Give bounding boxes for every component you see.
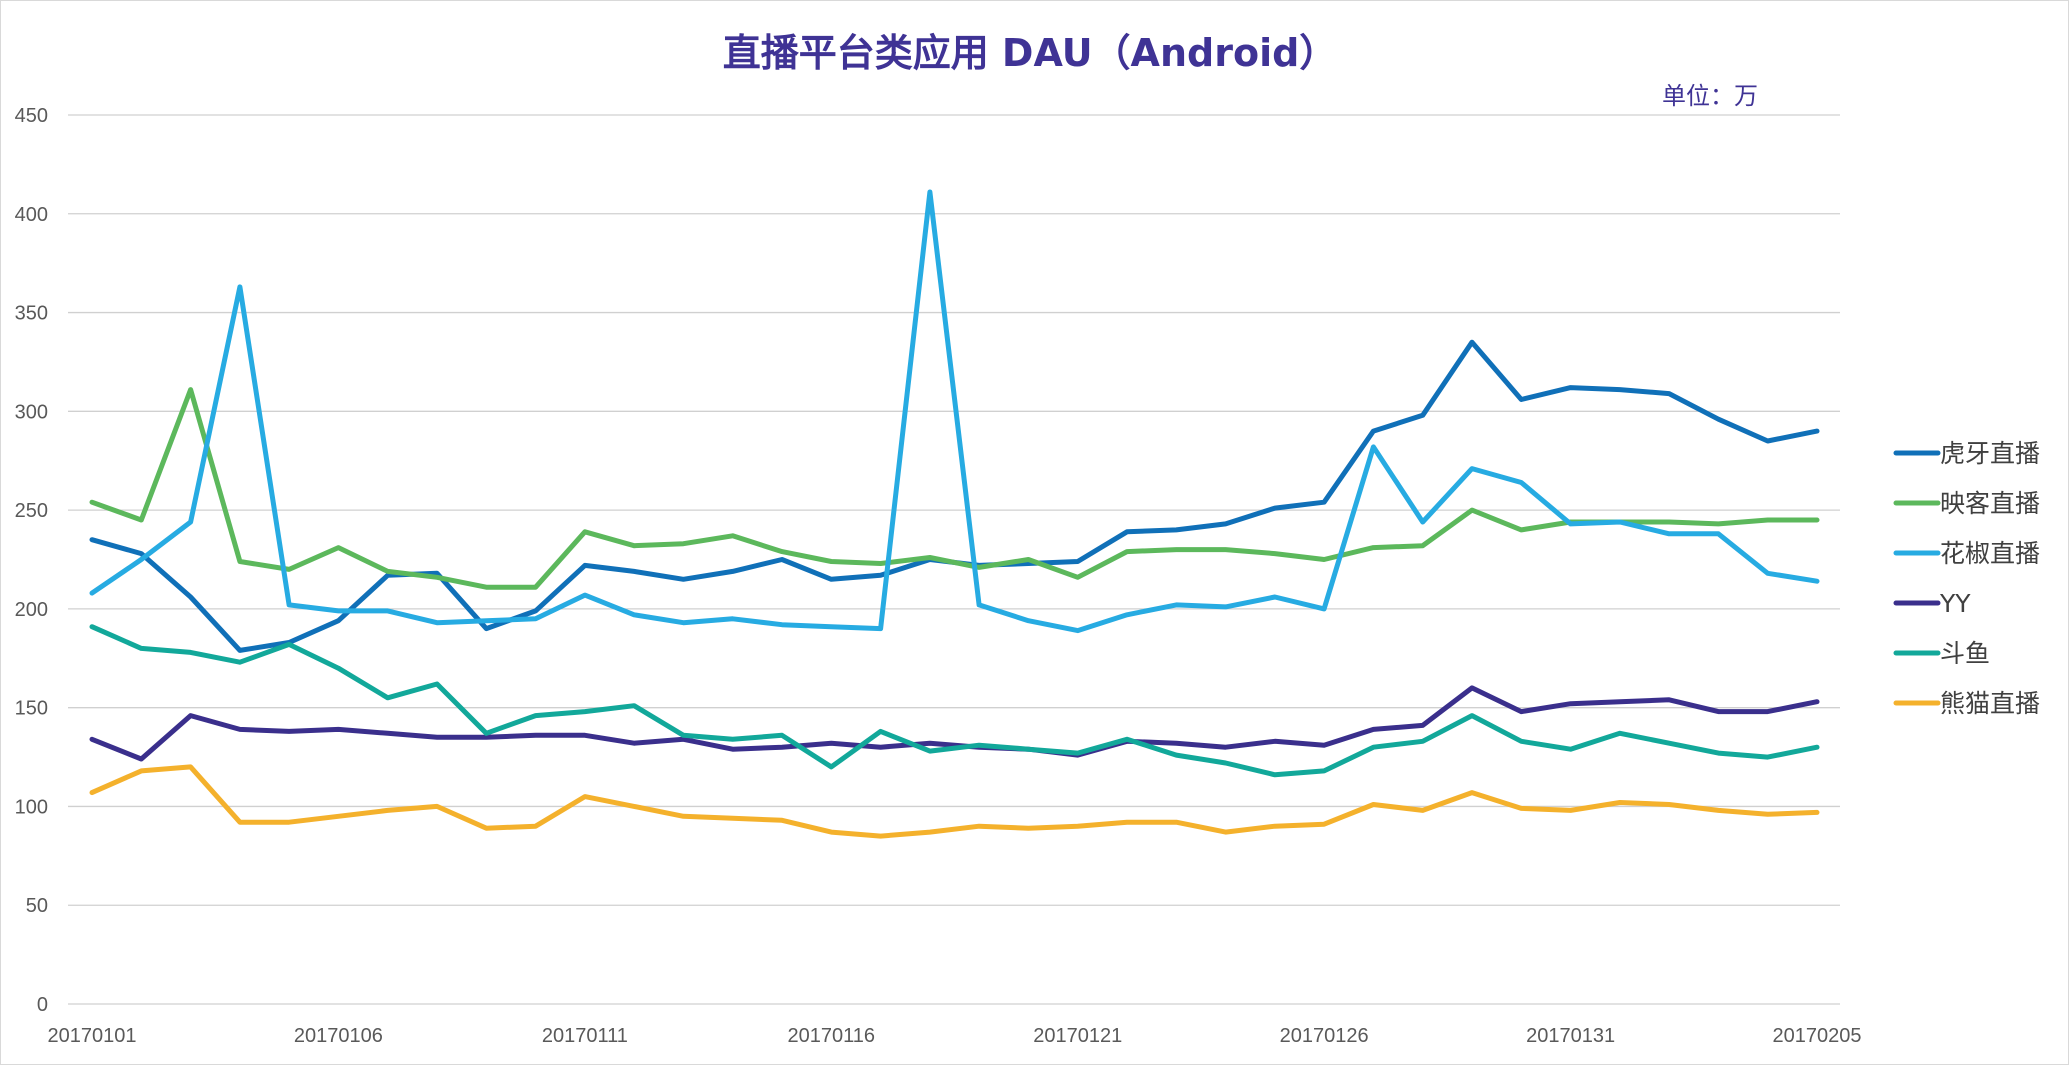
y-tick-label: 350 [15, 303, 48, 325]
y-tick-label: 100 [15, 796, 48, 818]
series-line [89, 387, 1820, 590]
legend-item: YY [1893, 589, 1971, 618]
series-line [89, 685, 1820, 762]
x-tick-label: 20170131 [1526, 1025, 1615, 1047]
legend-item: 熊猫直播 [1893, 689, 2040, 718]
legend-item: 花椒直播 [1893, 539, 2040, 568]
x-tick-label: 20170101 [48, 1025, 137, 1047]
x-tick-label: 20170116 [788, 1025, 876, 1047]
y-tick-label: 150 [15, 698, 48, 720]
legend-item: 映客直播 [1893, 489, 2040, 518]
series-line [89, 624, 1820, 778]
y-tick-label: 50 [26, 895, 48, 917]
legend-item: 斗鱼 [1893, 639, 1990, 668]
series-line [89, 764, 1820, 839]
y-tick-label: 400 [15, 204, 48, 226]
legend-label: 斗鱼 [1940, 639, 1990, 668]
x-tick-label: 20170205 [1773, 1025, 1862, 1047]
y-tick-label: 450 [15, 105, 48, 127]
y-tick-label: 250 [15, 500, 48, 522]
x-tick-label: 20170111 [542, 1025, 628, 1047]
y-tick-label: 200 [15, 599, 48, 621]
series-lines [89, 189, 1820, 839]
unit-label: 单位：万 [1662, 82, 1758, 110]
x-tick-label: 20170121 [1033, 1025, 1122, 1047]
x-tick-label: 20170126 [1280, 1025, 1369, 1047]
series-line [89, 189, 1820, 634]
legend-label: 映客直播 [1940, 489, 2040, 518]
legend-label: 花椒直播 [1940, 539, 2040, 568]
legend-label: 熊猫直播 [1940, 689, 2040, 718]
chart-title: 直播平台类应用 DAU（Android） [723, 31, 1338, 75]
y-tick-label: 300 [15, 401, 48, 423]
legend-item: 虎牙直播 [1893, 439, 2040, 468]
y-tick-label: 0 [37, 994, 48, 1016]
y-axis-ticks: 0 50 100 150 200 250 300 350 400 450 [15, 105, 48, 1016]
legend-label: 虎牙直播 [1940, 439, 2040, 468]
x-tick-label: 20170106 [294, 1025, 383, 1047]
legend-label: YY [1939, 589, 1971, 618]
x-axis-ticks: 20170101 20170106 20170111 20170116 20170121… [48, 1025, 1862, 1047]
gridlines [68, 114, 1840, 1005]
